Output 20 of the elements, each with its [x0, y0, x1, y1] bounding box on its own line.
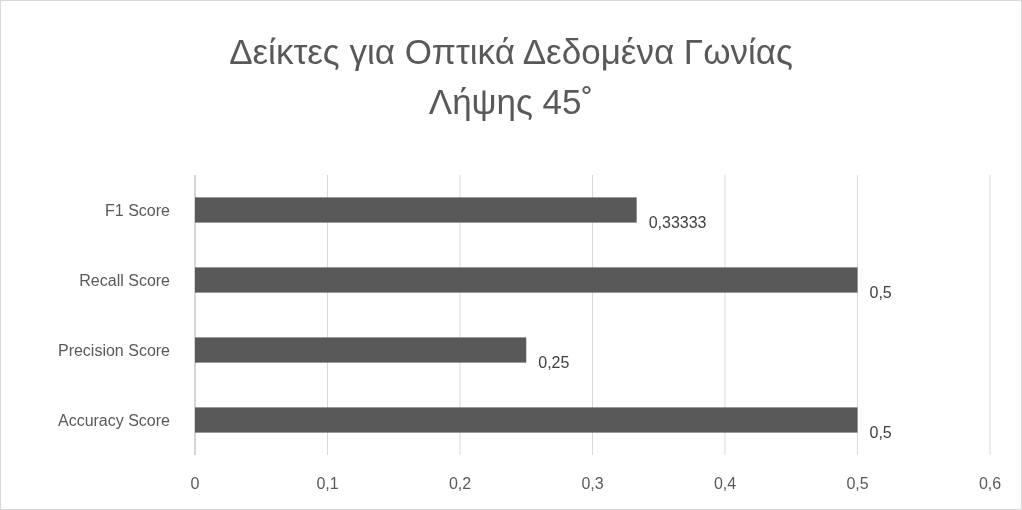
data-label: 0,5 [869, 423, 892, 441]
bar [195, 197, 637, 223]
bar [195, 337, 527, 363]
x-tick-label: 0,1 [316, 475, 339, 492]
data-label: 0,25 [538, 353, 570, 371]
x-tick-label: 0,6 [978, 475, 1002, 492]
y-tick-label: F1 Score [105, 201, 171, 219]
y-tick-label: Precision Score [57, 341, 171, 359]
x-tick-label: 0,3 [581, 475, 604, 492]
y-tick-label: Recall Score [79, 271, 171, 289]
x-tick-label: 0,5 [846, 475, 869, 492]
data-label: 0,33333 [648, 213, 707, 231]
x-tick-label: 0,2 [448, 475, 472, 492]
bar [195, 407, 858, 433]
bar [195, 267, 858, 293]
x-tick-label: 0,4 [713, 475, 737, 492]
x-tick-label: 0 [190, 475, 200, 492]
y-tick-label: Accuracy Score [57, 411, 171, 429]
chart-title: Δείκτες για Οπτικά Δεδομένα Γωνίας Λήψης 45˚ [229, 32, 793, 121]
data-label: 0,5 [869, 283, 892, 301]
